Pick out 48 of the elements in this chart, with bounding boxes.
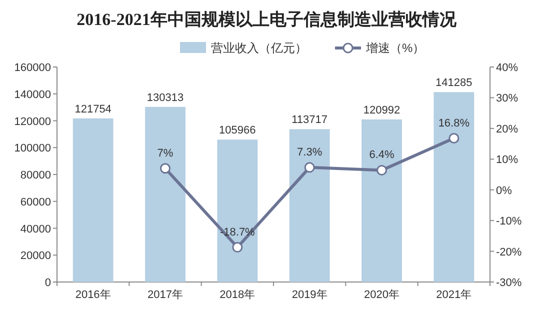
data-label: 120992 [363,104,400,116]
data-label: 16.8% [438,117,470,130]
point [376,164,387,176]
x-tick-label: 2017年 [148,289,183,301]
data-label: 7% [157,147,174,160]
bar [289,129,330,282]
legend-label: 营业收入（亿元） [211,41,307,55]
y-tick-label: 160000 [14,62,51,74]
bar [145,106,186,282]
bar [72,118,114,282]
y2-tick-label: 0% [496,184,512,197]
y-tick-label: 0 [44,277,51,289]
data-label: 113717 [292,114,328,126]
y-tick-label: 120000 [14,116,51,128]
data-label: 105966 [219,124,256,137]
y-tick-label: 100000 [14,142,51,155]
chart-title: 2016-2021年中国规模以上电子信息制造业营收情况 [76,10,458,29]
x-tick-label: 2021年 [436,289,472,301]
y-tick-label: 40000 [20,223,51,236]
x-tick-label: 2016年 [75,289,111,301]
data-label: 130313 [146,92,184,104]
y-tick-label: 60000 [20,196,51,208]
y-tick-label: 80000 [20,170,51,182]
y-tick-label: 20000 [20,250,51,262]
x-tick-label: 2018年 [220,289,256,301]
y2-tick-label: -30% [496,277,522,289]
data-label: 121754 [74,103,112,116]
data-label: -18.7% [220,226,256,238]
point [448,133,460,144]
y2-tick-label: -10% [496,216,522,228]
y2-tick-label: 30% [496,92,518,105]
y-tick-label: 140000 [14,88,51,101]
bar [434,92,474,282]
data-label: 141285 [436,77,472,90]
y2-tick-label: 40% [496,62,518,74]
y2-tick-label: 20% [496,123,518,136]
point [304,162,315,173]
x-tick-label: 2019年 [292,289,328,301]
x-tick-label: 2020年 [364,289,400,301]
y2-tick-label: 10% [496,154,518,166]
bar [362,119,402,282]
data-label: 7.3% [297,146,322,158]
point [160,163,170,174]
y2-tick-label: -20% [496,246,522,258]
data-label: 6.4% [369,149,394,162]
point [232,242,243,253]
bar [217,140,258,282]
legend-label: 增速（%） [365,41,425,55]
